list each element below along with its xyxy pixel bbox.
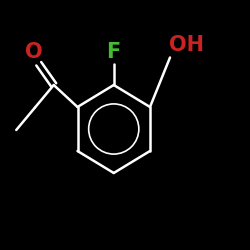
- Text: OH: OH: [169, 35, 204, 55]
- Text: O: O: [25, 42, 42, 62]
- Text: F: F: [106, 42, 121, 62]
